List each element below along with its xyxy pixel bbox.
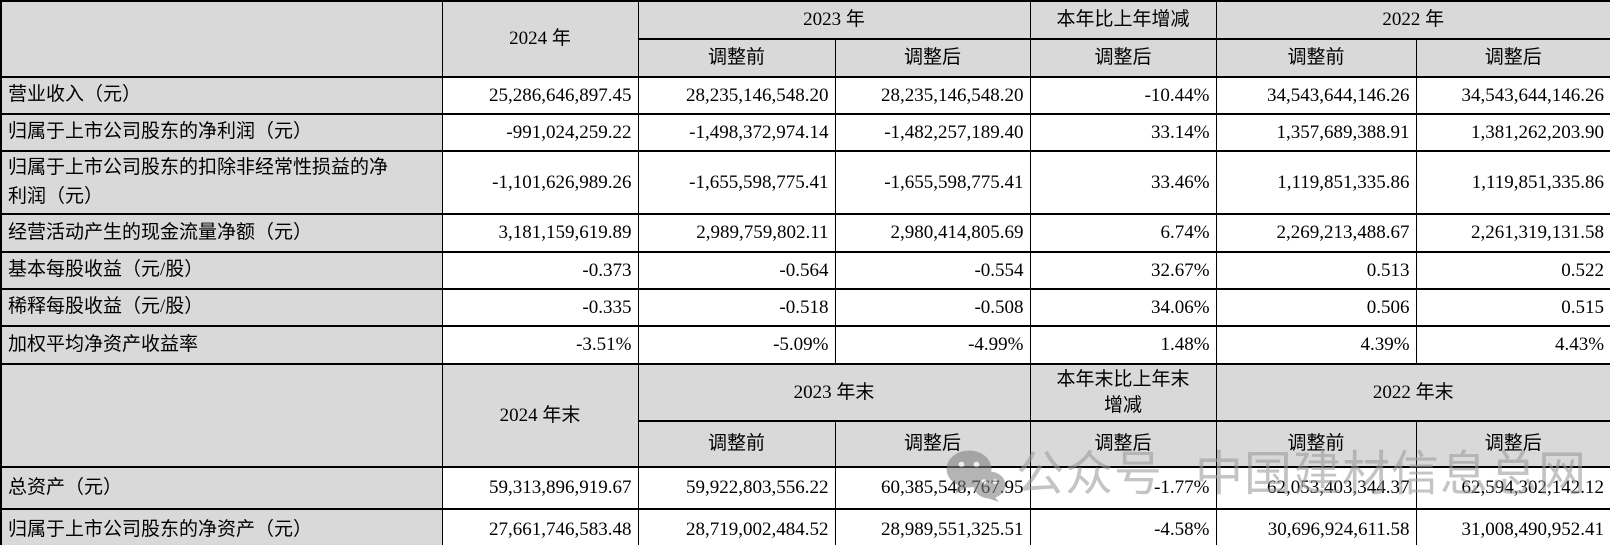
cell-2022-before: 0.506	[1215, 288, 1417, 327]
header-2022: 2022 年	[1215, 0, 1610, 40]
cell-2023-after: -1,482,257,189.40	[834, 113, 1031, 152]
table-row: 经营活动产生的现金流量净额（元） 3,181,159,619.89 2,989,…	[0, 213, 1610, 253]
header-2023-end-before: 调整前	[637, 420, 836, 469]
header-2024: 2024 年	[441, 0, 639, 78]
cell-2024: -991,024,259.22	[441, 113, 639, 152]
table-row: 归属于上市公司股东的净资产（元） 27,661,746,583.48 28,71…	[0, 508, 1610, 545]
cell-2022-end-after: 62,594,302,142.12	[1415, 466, 1610, 511]
cell-change: 6.74%	[1029, 213, 1217, 253]
cell-2023-after: 2,980,414,805.69	[834, 213, 1031, 253]
row-label: 归属于上市公司股东的净资产（元）	[0, 508, 443, 545]
cell-2022-end-before: 30,696,924,611.58	[1215, 508, 1417, 545]
header-2022-before: 调整前	[1215, 38, 1417, 78]
cell-2022-after: 2,261,319,131.58	[1415, 213, 1610, 253]
row-label: 经营活动产生的现金流量净额（元）	[0, 213, 443, 253]
cell-2022-before: 1,357,689,388.91	[1215, 113, 1417, 152]
header-2022-after: 调整后	[1415, 38, 1610, 78]
table-row: 2024 年 2023 年 本年比上年增减 2022 年	[0, 0, 1610, 78]
cell-2022-after: 34,543,644,146.26	[1415, 76, 1610, 115]
cell-change: 1.48%	[1029, 325, 1217, 365]
cell-2024: -3.51%	[441, 325, 639, 365]
cell-2023-end-before: 59,922,803,556.22	[637, 466, 836, 511]
cell-2022-before: 0.513	[1215, 251, 1417, 290]
cell-change: 33.46%	[1029, 150, 1217, 215]
cell-2024: 25,286,646,897.45	[441, 76, 639, 115]
corner-blank-cell	[0, 362, 443, 469]
cell-2023-before: 28,235,146,548.20	[637, 76, 836, 115]
cell-2023-after: 28,235,146,548.20	[834, 76, 1031, 115]
header-2022-end-before: 调整前	[1215, 420, 1417, 469]
row-label: 营业收入（元）	[0, 76, 443, 115]
header-2024-end: 2024 年末	[441, 362, 639, 469]
cell-2023-before: -1,655,598,775.41	[637, 150, 836, 215]
cell-change-end: -4.58%	[1029, 508, 1217, 545]
cell-2023-after: -0.508	[834, 288, 1031, 327]
cell-2023-before: -0.564	[637, 251, 836, 290]
cell-2023-after: -4.99%	[834, 325, 1031, 365]
cell-2022-after: 0.515	[1415, 288, 1610, 327]
cell-change-end: -1.77%	[1029, 466, 1217, 511]
cell-2022-end-after: 31,008,490,952.41	[1415, 508, 1610, 545]
table-row: 总资产（元） 59,313,896,919.67 59,922,803,556.…	[0, 466, 1610, 511]
cell-2023-before: -0.518	[637, 288, 836, 327]
header-2023-after: 调整后	[834, 38, 1031, 78]
cell-2022-before: 1,119,851,335.86	[1215, 150, 1417, 215]
cell-change: 33.14%	[1029, 113, 1217, 152]
row-label: 归属于上市公司股东的扣除非经常性损益的净 利润（元）	[0, 150, 443, 215]
cell-2023-before: -5.09%	[637, 325, 836, 365]
cell-2022-after: 1,381,262,203.90	[1415, 113, 1610, 152]
table-row: 营业收入（元） 25,286,646,897.45 28,235,146,548…	[0, 76, 1610, 115]
table-row: 归属于上市公司股东的扣除非经常性损益的净 利润（元） -1,101,626,98…	[0, 150, 1610, 215]
table-row: 基本每股收益（元/股） -0.373 -0.564 -0.554 32.67% …	[0, 251, 1610, 290]
header-2022-end: 2022 年末	[1215, 362, 1610, 423]
row-label: 总资产（元）	[0, 466, 443, 511]
table-row: 2024 年末 2023 年末 本年末比上年末 增减 2022 年末	[0, 362, 1610, 469]
row-label: 加权平均净资产收益率	[0, 325, 443, 365]
table-row: 调整前 调整后 调整后 调整前 调整后	[1, 38, 1610, 78]
cell-2023-end-before: 28,719,002,484.52	[637, 508, 836, 545]
cell-change: 34.06%	[1029, 288, 1217, 327]
cell-2023-after: -1,655,598,775.41	[834, 150, 1031, 215]
cell-change: 32.67%	[1029, 251, 1217, 290]
header-2023: 2023 年	[637, 0, 1031, 40]
table-row: 调整前 调整后 调整后 调整前 调整后	[1, 420, 1610, 469]
header-2023-end-after: 调整后	[834, 420, 1031, 469]
header-change-end-sub: 调整后	[1029, 420, 1217, 469]
header-change-end: 本年末比上年末 增减	[1029, 362, 1217, 423]
cell-2022-before: 2,269,213,488.67	[1215, 213, 1417, 253]
cell-2023-after: -0.554	[834, 251, 1031, 290]
cell-2024: -0.335	[441, 288, 639, 327]
cell-change: -10.44%	[1029, 76, 1217, 115]
table-row: 稀释每股收益（元/股） -0.335 -0.518 -0.508 34.06% …	[0, 288, 1610, 327]
header-change-sub: 调整后	[1029, 38, 1217, 78]
row-label: 稀释每股收益（元/股）	[0, 288, 443, 327]
header-change: 本年比上年增减	[1029, 0, 1217, 40]
table-row: 加权平均净资产收益率 -3.51% -5.09% -4.99% 1.48% 4.…	[0, 325, 1610, 365]
corner-blank-cell	[0, 0, 443, 78]
cell-2023-end-after: 28,989,551,325.51	[834, 508, 1031, 545]
row-label: 归属于上市公司股东的净利润（元）	[0, 113, 443, 152]
cell-2024: -0.373	[441, 251, 639, 290]
cell-2022-before: 4.39%	[1215, 325, 1417, 365]
cell-2024-end: 27,661,746,583.48	[441, 508, 639, 545]
cell-2022-after: 4.43%	[1415, 325, 1610, 365]
header-2022-end-after: 调整后	[1415, 420, 1610, 469]
cell-2023-before: 2,989,759,802.11	[637, 213, 836, 253]
cell-2024: 3,181,159,619.89	[441, 213, 639, 253]
table-row: 归属于上市公司股东的净利润（元） -991,024,259.22 -1,498,…	[0, 113, 1610, 152]
cell-2022-after: 0.522	[1415, 251, 1610, 290]
cell-2022-before: 34,543,644,146.26	[1215, 76, 1417, 115]
cell-2024-end: 59,313,896,919.67	[441, 466, 639, 511]
cell-2023-before: -1,498,372,974.14	[637, 113, 836, 152]
cell-2022-end-before: 62,053,403,344.37	[1215, 466, 1417, 511]
header-2023-before: 调整前	[637, 38, 836, 78]
header-2023-end: 2023 年末	[637, 362, 1031, 423]
cell-2024: -1,101,626,989.26	[441, 150, 639, 215]
row-label: 基本每股收益（元/股）	[0, 251, 443, 290]
cell-2023-end-after: 60,385,548,767.95	[834, 466, 1031, 511]
cell-2022-after: 1,119,851,335.86	[1415, 150, 1610, 215]
